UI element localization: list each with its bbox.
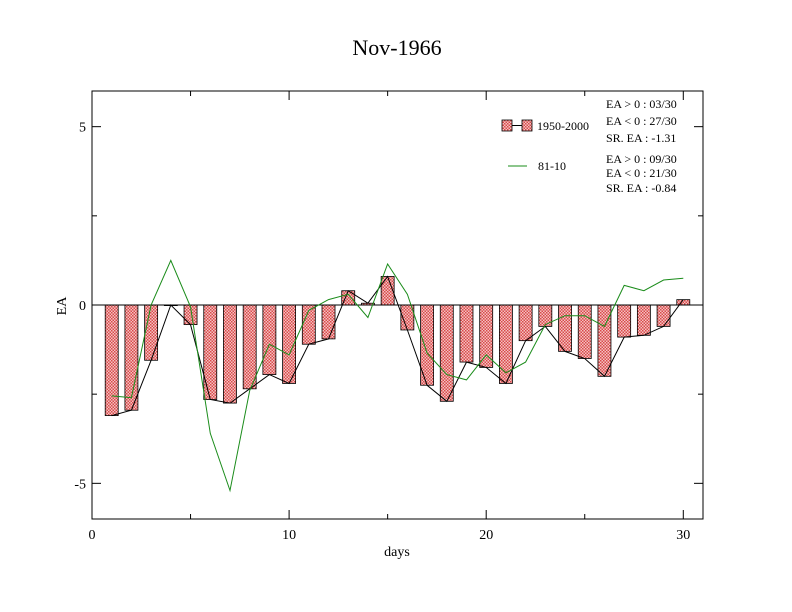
line-series-group bbox=[111, 259, 684, 493]
bar-day-20 bbox=[479, 304, 494, 368]
bar-day-15 bbox=[380, 276, 395, 306]
bar-day-24 bbox=[558, 304, 572, 352]
bar-day-7 bbox=[223, 304, 237, 404]
y-tick-label-5: 5 bbox=[79, 121, 86, 136]
x-tick-label-30: 30 bbox=[676, 528, 690, 543]
line-series-81-10 bbox=[111, 259, 684, 493]
stat-81-10-positive: EA > 0 : 09/30 bbox=[606, 152, 677, 166]
bar-day-19 bbox=[459, 304, 474, 363]
stat-81-10-negative: EA < 0 : 21/30 bbox=[606, 166, 677, 180]
stat-1950-2000-sr: SR. EA : -1.31 bbox=[606, 131, 676, 145]
bar-day-6 bbox=[203, 304, 218, 400]
x-tick-label-20: 20 bbox=[479, 528, 493, 543]
stat-1950-2000-positive: EA > 0 : 03/30 bbox=[606, 97, 677, 111]
x-axis-label: days bbox=[384, 545, 410, 560]
legend: 1950-2000 81-10 EA > 0 : 03/30 EA < 0 : … bbox=[501, 97, 677, 195]
legend-label-1950-2000: 1950-2000 bbox=[537, 119, 589, 133]
stat-81-10-sr: SR. EA : -0.84 bbox=[606, 181, 676, 195]
bar-day-23 bbox=[538, 304, 553, 327]
bar-day-29 bbox=[656, 304, 671, 327]
stat-1950-2000-negative: EA < 0 : 27/30 bbox=[606, 114, 677, 128]
x-tick-label-10: 10 bbox=[282, 528, 296, 543]
x-tick-label-0: 0 bbox=[89, 528, 96, 543]
x-axis-ticks: 0 10 20 30 bbox=[89, 91, 690, 543]
bar-day-22 bbox=[518, 304, 533, 342]
bar-day-3 bbox=[144, 304, 159, 361]
legend-bar-swatch-right bbox=[521, 119, 533, 132]
bar-day-12 bbox=[321, 304, 336, 340]
y-tick-label-0: 0 bbox=[79, 299, 86, 314]
bar-day-25 bbox=[577, 304, 592, 359]
bar-day-27 bbox=[617, 304, 632, 338]
bar-day-18 bbox=[439, 304, 454, 402]
bar-day-28 bbox=[636, 304, 651, 336]
bar-day-2 bbox=[124, 304, 139, 411]
legend-bar-swatch-left bbox=[501, 119, 513, 132]
y-axis-ticks: -5 0 5 bbox=[74, 121, 703, 492]
line-series-series-1 bbox=[111, 275, 684, 417]
bar-day-26 bbox=[597, 304, 612, 377]
bar-day-8 bbox=[242, 304, 257, 390]
bar-day-21 bbox=[499, 304, 513, 384]
bar-day-9 bbox=[262, 304, 277, 375]
legend-label-81-10: 81-10 bbox=[538, 159, 566, 173]
chart-title: Nov-1966 bbox=[352, 35, 441, 60]
bar-day-1 bbox=[104, 304, 119, 416]
y-axis-label: EA bbox=[55, 296, 70, 316]
bar-series-group bbox=[104, 276, 691, 416]
y-tick-label--5: -5 bbox=[74, 477, 86, 492]
